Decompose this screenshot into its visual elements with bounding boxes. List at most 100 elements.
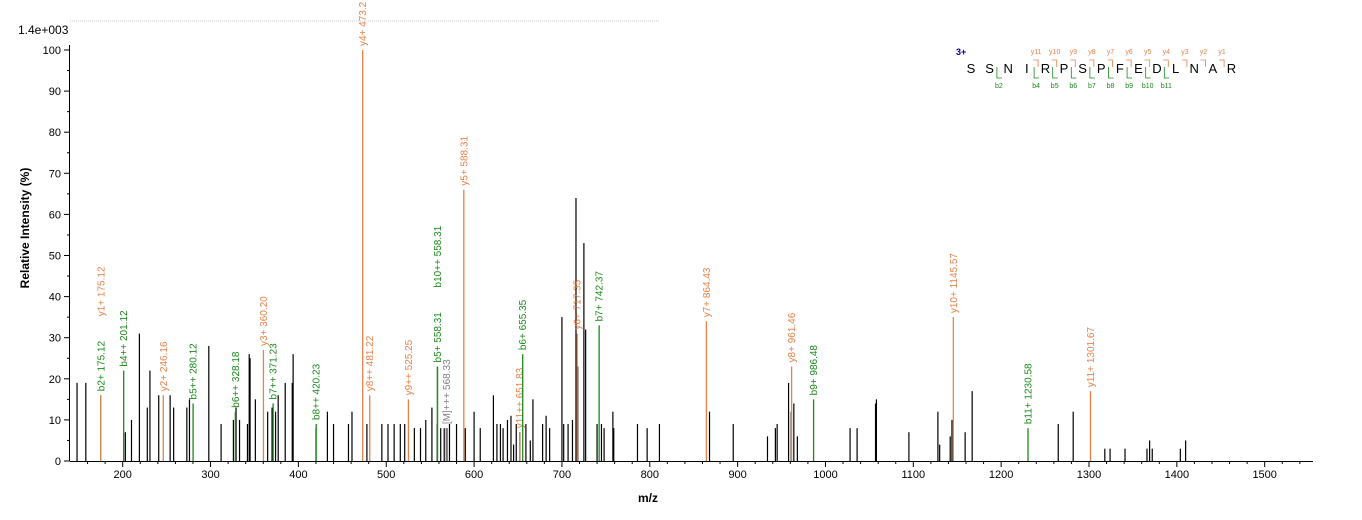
peak-annotation-label: b8++ 420.23 bbox=[312, 363, 323, 420]
x-tick-label: 1300 bbox=[1077, 469, 1101, 481]
x-axis: 200 300 400 500 600 700 800 900 1000 1100 1200 1300… bbox=[70, 461, 1313, 481]
sequence-residue: A bbox=[1208, 61, 1217, 76]
peak-annotation-label: y11+ 1301.67 bbox=[1086, 327, 1097, 388]
y-tick-label: 10 bbox=[49, 415, 61, 427]
y-tick-label: 90 bbox=[49, 86, 61, 98]
y-ion-index: y8 bbox=[1088, 49, 1096, 56]
y-tick-label: 70 bbox=[49, 168, 61, 180]
y-ion-bracket bbox=[1181, 59, 1188, 67]
x-tick-label: 1100 bbox=[901, 469, 925, 481]
y-tick-label: 0 bbox=[55, 456, 61, 468]
y-ion-index: y9 bbox=[1070, 49, 1078, 56]
y-tick-label: 50 bbox=[49, 251, 61, 263]
b-ion-bracket bbox=[1052, 67, 1058, 79]
peak-annotation-label: b6++ 328.18 bbox=[231, 351, 242, 408]
sequence-residue: N bbox=[1004, 61, 1013, 76]
x-tick-label: 500 bbox=[377, 469, 395, 481]
y-ion-index: y7 bbox=[1107, 49, 1115, 56]
sequence-residue: N bbox=[1190, 61, 1199, 76]
y-ion-bracket bbox=[1126, 59, 1132, 67]
x-tick-label: 200 bbox=[114, 469, 132, 481]
peak-annotation-label: y2+ 246.16 bbox=[159, 341, 170, 391]
sequence-residue: D bbox=[1152, 61, 1161, 76]
x-tick-label: 900 bbox=[728, 469, 746, 481]
sequence-residue: R bbox=[1041, 61, 1050, 76]
precursor-charge-label: 3+ bbox=[956, 47, 966, 57]
sequence-residue: F bbox=[1116, 61, 1124, 76]
b-ion-bracket bbox=[1033, 67, 1040, 79]
x-tick-label: 1400 bbox=[1165, 469, 1189, 481]
x-tick-label: 1500 bbox=[1252, 469, 1276, 481]
b-ion-index: b6 bbox=[1069, 83, 1077, 90]
x-axis-title: m/z bbox=[638, 491, 658, 505]
sequence-residue: P bbox=[1060, 61, 1069, 76]
sequence-residue: E bbox=[1134, 61, 1143, 76]
sequence-residue: S bbox=[1078, 61, 1087, 76]
peak-annotation-label: y7+ 864.43 bbox=[702, 267, 713, 317]
x-tick-label: 700 bbox=[553, 469, 571, 481]
x-tick-label: 400 bbox=[289, 469, 307, 481]
y-tick-label: 80 bbox=[49, 127, 61, 139]
y-ion-index: y11 bbox=[1031, 49, 1042, 56]
y-ion-bracket bbox=[1088, 59, 1095, 67]
y-ion-index: y6 bbox=[1125, 49, 1133, 56]
b-ion-bracket bbox=[1108, 67, 1114, 79]
b-ion-index: b8 bbox=[1107, 83, 1115, 90]
peak-annotation-label: b6+ 655.35 bbox=[518, 299, 529, 350]
b-ion-bracket bbox=[1070, 67, 1077, 79]
y-ion-bracket bbox=[1033, 59, 1039, 67]
y-ion-bracket bbox=[1144, 59, 1151, 67]
peak-annotation-label: y9++ 525.25 bbox=[404, 339, 415, 395]
peak-annotation-label: b9+ 986.48 bbox=[809, 345, 820, 396]
peaks-layer bbox=[76, 197, 1187, 461]
b-ion-index: b10 bbox=[1142, 83, 1154, 90]
y-tick-label: 100 bbox=[43, 45, 61, 57]
sequence-residue: S bbox=[985, 61, 994, 76]
peak-annotation-label: b4++ 201.12 bbox=[119, 310, 130, 367]
b-ion-index: b5 bbox=[1051, 83, 1059, 90]
peak-annotation-label: b7++ 371.23 bbox=[269, 343, 280, 400]
y-ion-index: y10 bbox=[1049, 49, 1060, 56]
y-ion-bracket bbox=[1070, 59, 1076, 67]
sequence-residue: R bbox=[1227, 61, 1236, 76]
y-tick-label: 60 bbox=[49, 209, 61, 221]
y-ion-index: y5 bbox=[1144, 49, 1152, 56]
b-ion-bracket bbox=[1126, 67, 1133, 79]
peak-annotation-label: b5+ 558.31 bbox=[433, 312, 444, 363]
peak-annotation-label: y8++ 481.22 bbox=[365, 335, 376, 391]
sequence-residue: L bbox=[1172, 61, 1179, 76]
peak-annotation-label: y10+ 1145.57 bbox=[949, 253, 960, 314]
y-axis: 0 10 20 30 40 50 60 70 80 90 100 bbox=[43, 45, 70, 468]
x-tick-label: 300 bbox=[201, 469, 219, 481]
y-ion-index: y2 bbox=[1200, 49, 1208, 56]
sequence-residue: I bbox=[1025, 61, 1029, 76]
y-ion-bracket bbox=[1163, 59, 1169, 67]
peak-annotation-label: b7+ 742.37 bbox=[595, 271, 606, 322]
y-tick-label: 20 bbox=[49, 374, 61, 386]
intensity-scale-label: 1.4e+003 bbox=[18, 23, 69, 37]
b-ion-bracket bbox=[1163, 67, 1170, 79]
b-ion-index: b9 bbox=[1125, 83, 1133, 90]
peak-annotation-label: b11+ 1230.58 bbox=[1024, 363, 1035, 424]
b-ion-index: b11 bbox=[1161, 83, 1172, 90]
b-ion-index: b7 bbox=[1088, 83, 1096, 90]
peak-annotation-label: y8+ 961.46 bbox=[787, 312, 798, 362]
y-tick-label: 40 bbox=[49, 292, 61, 304]
b-ion-index: b2 bbox=[995, 83, 1003, 90]
b-ion-index: b4 bbox=[1032, 83, 1040, 90]
peak-annotation-label: b2+ 175.12 bbox=[96, 340, 107, 391]
peak-annotation-label: y11++ 651.83 bbox=[515, 367, 526, 428]
y-axis-title: Relative Intensity (%) bbox=[18, 168, 32, 289]
y-ion-bracket bbox=[1051, 59, 1058, 67]
b-ion-bracket bbox=[1089, 67, 1095, 79]
peak-annotation-label: b10++ 558.31 bbox=[433, 225, 444, 287]
y-ion-bracket bbox=[1219, 59, 1225, 67]
y-ion-index: y3 bbox=[1181, 49, 1189, 56]
x-tick-label: 800 bbox=[641, 469, 659, 481]
peak-annotation-label: y1+ 175.12 bbox=[96, 266, 107, 316]
peak-annotation-label: y6+ 717.35 bbox=[573, 279, 584, 329]
peak-annotation-label: y5+ 588.31 bbox=[459, 136, 470, 186]
peak-annotation-label: y4+ 473.2 bbox=[358, 1, 369, 46]
